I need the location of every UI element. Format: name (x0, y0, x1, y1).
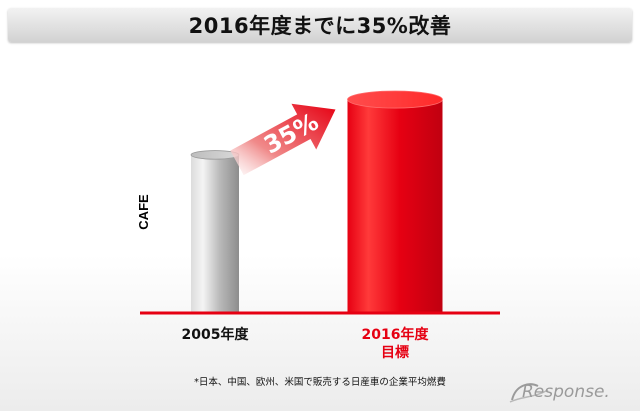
increase-label: 35% (259, 108, 323, 160)
svg-text:Response.: Response. (522, 382, 610, 402)
bar-top-1 (347, 90, 443, 109)
bar-0 (191, 154, 239, 313)
y-axis-label: CAFE (136, 194, 151, 230)
page-title: 2016年度までに35%改善 (188, 14, 452, 38)
response-logo: Response. (509, 382, 610, 403)
bar-1 (347, 99, 443, 313)
category-label-1: 2016年度目標 (362, 326, 430, 361)
increase-arrow (230, 103, 336, 176)
category-label-0: 2005年度 (182, 326, 250, 343)
footnote: *日本、中国、欧州、米国で販売する日産車の企業平均燃費 (194, 377, 446, 388)
title-bar: 2016年度までに35%改善 (8, 8, 632, 42)
